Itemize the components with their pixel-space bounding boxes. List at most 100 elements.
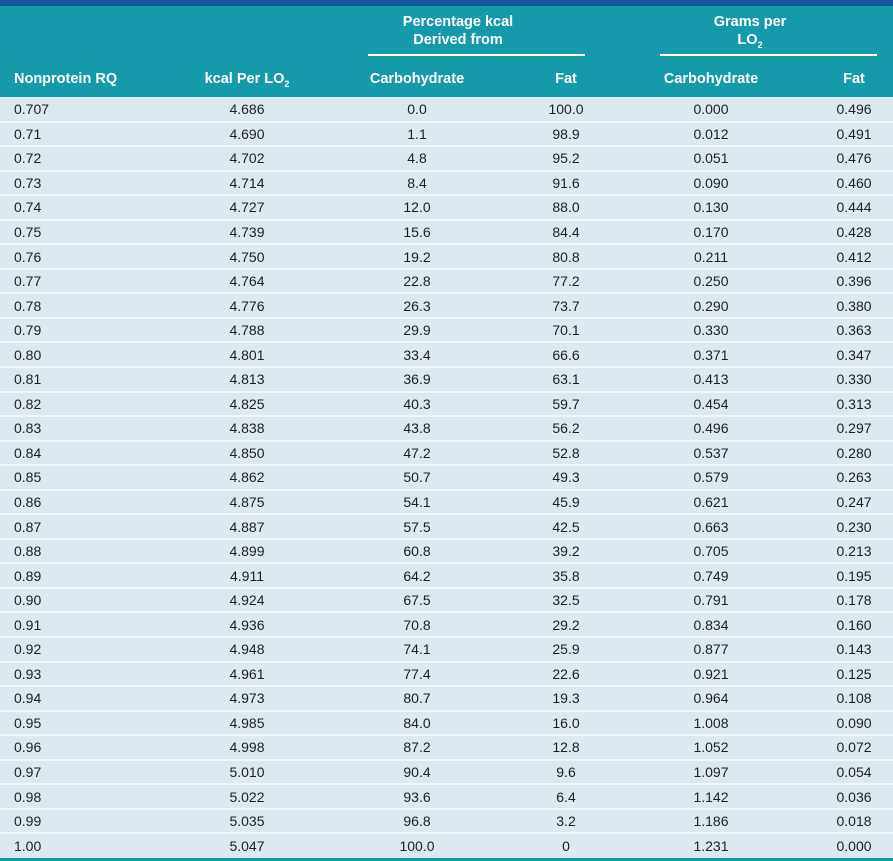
cell: 6.4 (525, 783, 607, 809)
cell: 4.875 (185, 488, 309, 515)
cell: 0.98 (0, 783, 185, 809)
cell: 0.330 (607, 316, 815, 343)
cell: 0.195 (815, 562, 893, 588)
cell: 4.690 (185, 120, 309, 147)
column-header-label: Fat (843, 71, 865, 87)
cell: 0.73 (0, 169, 185, 196)
table-row: 0.74 4.727 12.0 88.0 0.130 0.444 (0, 194, 893, 220)
cell: 4.985 (185, 709, 309, 736)
cell: 0.347 (815, 341, 893, 368)
cell: 50.7 (309, 464, 525, 490)
table-row: 0.81 4.813 36.9 63.1 0.413 0.330 (0, 366, 893, 392)
cell: 0.92 (0, 636, 185, 662)
cell: 93.6 (309, 783, 525, 809)
cell: 67.5 (309, 586, 525, 613)
cell: 66.6 (525, 341, 607, 368)
cell: 0.247 (815, 488, 893, 515)
cell: 52.8 (525, 439, 607, 466)
table-row: 0.707 4.686 0.0 100.0 0.000 0.496 (0, 97, 893, 122)
cell: 3.2 (525, 807, 607, 834)
cell: 1.186 (607, 807, 815, 834)
cell: 0.496 (815, 97, 893, 122)
cell: 36.9 (309, 366, 525, 392)
cell: 0.072 (815, 734, 893, 760)
cell: 91.6 (525, 169, 607, 196)
cell: 0.749 (607, 562, 815, 588)
cell: 4.924 (185, 586, 309, 613)
cell: 0.90 (0, 586, 185, 613)
cell: 70.8 (309, 611, 525, 638)
table-body: 0.707 4.686 0.0 100.0 0.000 0.496 0.71 4.690 1.1… (0, 97, 893, 858)
cell: 4.862 (185, 464, 309, 490)
cell: 0.263 (815, 464, 893, 490)
table-row: 0.89 4.911 64.2 35.8 0.749 0.195 (0, 562, 893, 588)
cell: 0.77 (0, 267, 185, 294)
table-row: 0.79 4.788 29.9 70.1 0.330 0.363 (0, 316, 893, 343)
cell: 5.047 (185, 832, 309, 858)
column-header-label: Carbohydrate (369, 71, 465, 87)
cell: 47.2 (309, 439, 525, 466)
column-header-carbohydrate-grams: Carbohydrate (607, 61, 815, 97)
table-row: 0.92 4.948 74.1 25.9 0.877 0.143 (0, 636, 893, 662)
subscript-2: 2 (284, 78, 290, 89)
cell: 0.99 (0, 807, 185, 834)
cell: 0.81 (0, 366, 185, 392)
group-underline (660, 54, 878, 56)
cell: 0.051 (607, 145, 815, 171)
cell: 0.72 (0, 145, 185, 171)
cell: 0.290 (607, 292, 815, 318)
cell: 0.83 (0, 415, 185, 441)
table-row: 0.72 4.702 4.8 95.2 0.051 0.476 (0, 145, 893, 171)
table-row: 0.80 4.801 33.4 66.6 0.371 0.347 (0, 341, 893, 368)
cell: 12.8 (525, 734, 607, 760)
cell: 0.86 (0, 488, 185, 515)
table-row: 0.98 5.022 93.6 6.4 1.142 0.036 (0, 783, 893, 809)
column-header-label: Carbohydrate (663, 71, 759, 87)
cell: 84.0 (309, 709, 525, 736)
cell: 0.090 (815, 709, 893, 736)
cell: 0.363 (815, 316, 893, 343)
cell: 0.921 (607, 660, 815, 687)
cell: 43.8 (309, 415, 525, 441)
cell: 73.7 (525, 292, 607, 318)
cell: 0.94 (0, 685, 185, 711)
group-title-line1: Grams per (713, 14, 787, 30)
cell: 19.2 (309, 243, 525, 269)
cell: 4.776 (185, 292, 309, 318)
group-header-spacer (0, 6, 309, 61)
cell: 4.911 (185, 562, 309, 588)
table-row: 0.94 4.973 80.7 19.3 0.964 0.108 (0, 685, 893, 711)
cell: 0.230 (815, 513, 893, 539)
cell: 0.0 (309, 97, 525, 122)
group-header-row: Percentage kcal Derived from Grams per L… (0, 6, 893, 61)
cell: 63.1 (525, 366, 607, 392)
cell: 0.380 (815, 292, 893, 318)
cell: 0.178 (815, 586, 893, 613)
cell: 4.936 (185, 611, 309, 638)
cell: 0.663 (607, 513, 815, 539)
table-row: 0.82 4.825 40.3 59.7 0.454 0.313 (0, 390, 893, 417)
column-header-carbohydrate-percent: Carbohydrate (309, 61, 525, 97)
column-header-row: Nonprotein RQ kcal Per LO2 Carbohydrate … (0, 61, 893, 97)
cell: 96.8 (309, 807, 525, 834)
cell: 1.231 (607, 832, 815, 858)
cell: 0.396 (815, 267, 893, 294)
cell: 29.2 (525, 611, 607, 638)
cell: 32.5 (525, 586, 607, 613)
cell: 74.1 (309, 636, 525, 662)
cell: 16.0 (525, 709, 607, 736)
table-row: 0.95 4.985 84.0 16.0 1.008 0.090 (0, 709, 893, 736)
table-row: 0.90 4.924 67.5 32.5 0.791 0.178 (0, 586, 893, 613)
cell: 84.4 (525, 218, 607, 245)
cell: 15.6 (309, 218, 525, 245)
cell: 0.054 (815, 758, 893, 785)
top-accent-bar (0, 0, 893, 6)
cell: 4.686 (185, 97, 309, 122)
cell: 0.705 (607, 537, 815, 564)
column-header-label: kcal Per LO (204, 71, 285, 87)
table-row: 0.83 4.838 43.8 56.2 0.496 0.297 (0, 415, 893, 441)
cell: 0.000 (815, 832, 893, 858)
table-row: 0.73 4.714 8.4 91.6 0.090 0.460 (0, 169, 893, 196)
cell: 80.7 (309, 685, 525, 711)
cell: 100.0 (309, 832, 525, 858)
